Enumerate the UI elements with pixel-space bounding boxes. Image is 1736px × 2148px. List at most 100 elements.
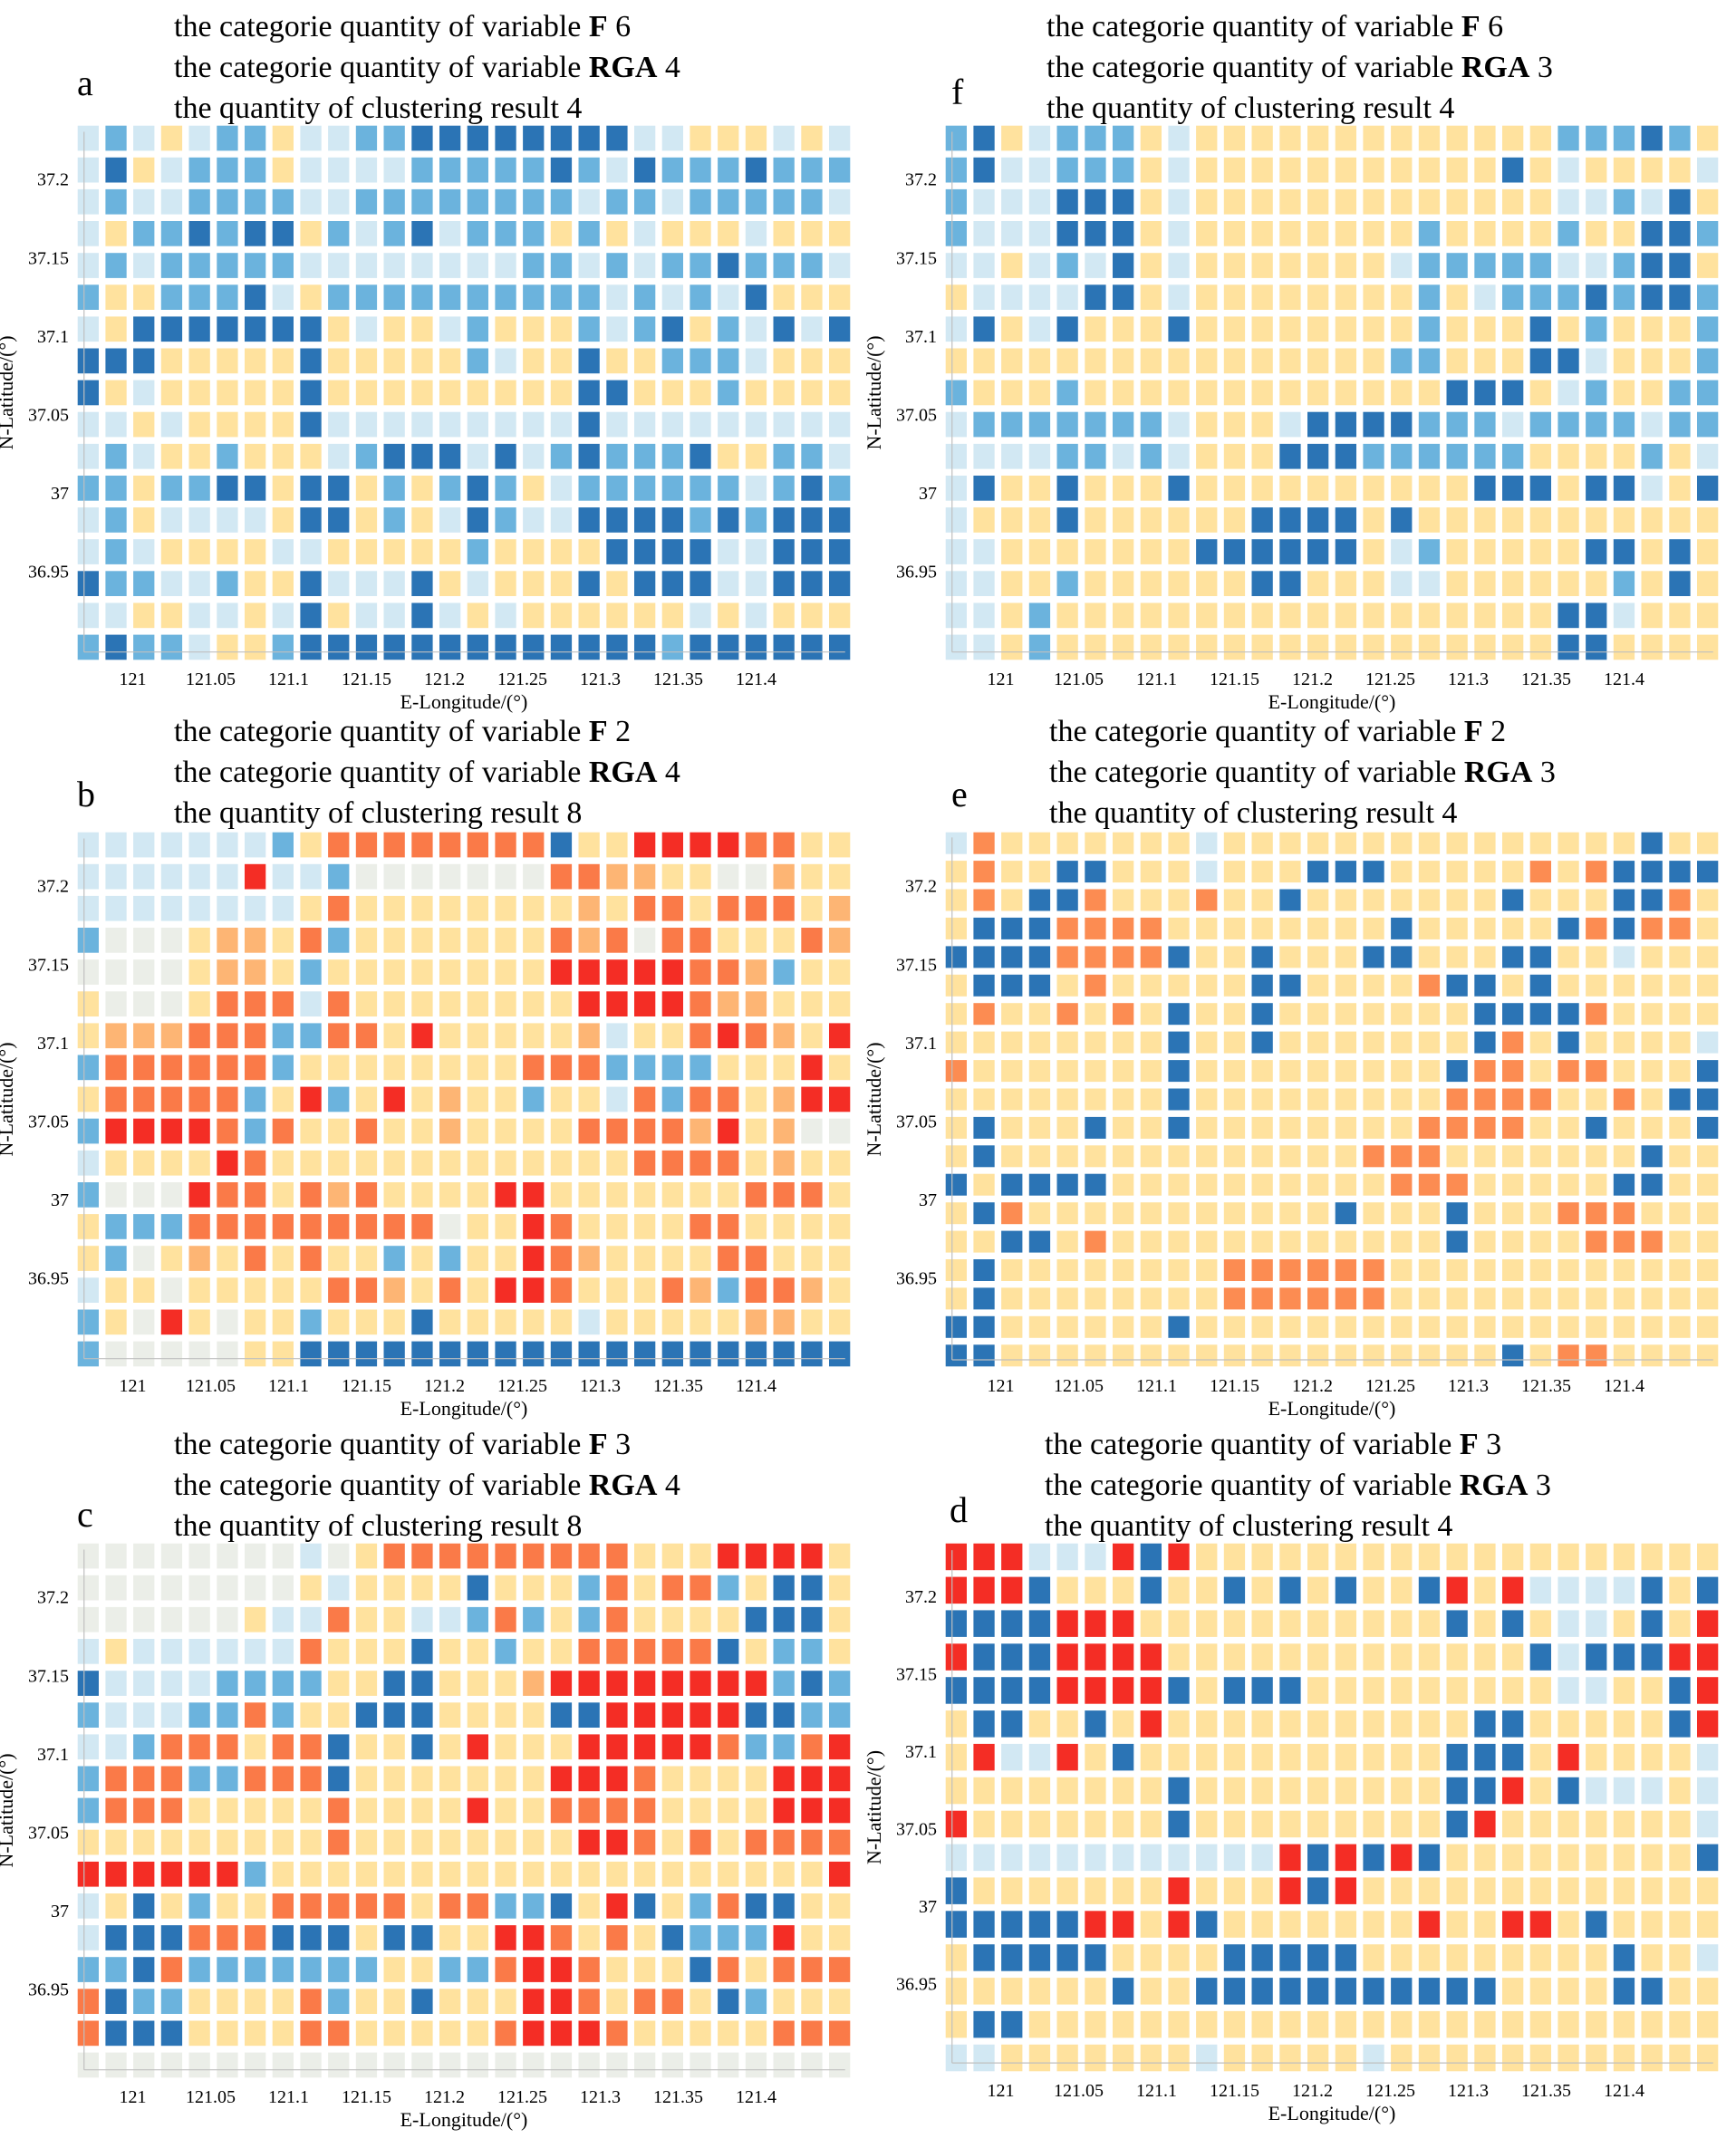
- heatmap-cell: [105, 221, 127, 246]
- heatmap-cell: [1418, 2044, 1441, 2072]
- heatmap-cell: [467, 125, 488, 151]
- heatmap-cell: [1251, 221, 1273, 246]
- heatmap-cell: [578, 348, 600, 374]
- heatmap-cell: [1363, 1710, 1384, 1738]
- heatmap-cell: [1307, 316, 1329, 342]
- heatmap-cell: [973, 1287, 995, 1310]
- heatmap-cell: [495, 380, 516, 406]
- heatmap-cell: [1251, 1543, 1273, 1571]
- heatmap-cell: [661, 1797, 683, 1824]
- heatmap-cell: [1669, 1710, 1691, 1738]
- heatmap-cell: [550, 1989, 573, 2014]
- heatmap-cell: [1446, 125, 1468, 151]
- heatmap-cell: [439, 1671, 461, 1696]
- heatmap-cell: [1028, 1810, 1051, 1838]
- heatmap-cell: [801, 959, 823, 985]
- heatmap-cell: [1001, 1978, 1023, 2005]
- heatmap-cell: [383, 1861, 405, 1887]
- heatmap-cell: [77, 1309, 99, 1335]
- heatmap-cell: [1586, 1643, 1607, 1671]
- heatmap-cell: [1001, 1710, 1023, 1738]
- heatmap-cell: [1558, 1944, 1579, 1971]
- heatmap-cell: [1307, 411, 1329, 438]
- heatmap-cell: [1529, 602, 1551, 629]
- heatmap-cell: [1613, 946, 1635, 968]
- heatmap-cell: [1418, 634, 1441, 660]
- heatmap-cell: [1613, 443, 1635, 469]
- heatmap-cell: [1085, 1088, 1106, 1111]
- heatmap-cell: [245, 571, 266, 596]
- heatmap-cell: [328, 1989, 350, 2014]
- heatmap-cell: [411, 1341, 433, 1367]
- heatmap-cell: [1223, 832, 1246, 854]
- heatmap-cell: [661, 1246, 683, 1271]
- heatmap-cell: [973, 188, 995, 215]
- heatmap-cell: [1697, 1844, 1719, 1872]
- heatmap-cell: [77, 157, 99, 183]
- heatmap-cell: [829, 1861, 851, 1887]
- heatmap-cell: [1307, 1810, 1329, 1838]
- heatmap-cell: [1140, 2010, 1162, 2038]
- heatmap-cell: [1335, 476, 1356, 501]
- heatmap-cell: [355, 1797, 378, 1824]
- heatmap-cell: [355, 1829, 378, 1855]
- heatmap-cell: [1056, 1315, 1078, 1338]
- heatmap-cell: [829, 1277, 851, 1303]
- heatmap-cell: [411, 1797, 433, 1824]
- heatmap-cell: [523, 1797, 545, 1824]
- heatmap-cell: [188, 284, 210, 310]
- heatmap-cell: [1196, 634, 1218, 660]
- heatmap-cell: [383, 1797, 405, 1824]
- heatmap-cell: [328, 2020, 350, 2047]
- heatmap-cell: [1196, 1743, 1218, 1771]
- heatmap-cell: [1168, 1911, 1190, 1938]
- heatmap-cell: [383, 1925, 405, 1951]
- heatmap-cell: [1697, 1877, 1719, 1904]
- heatmap-cell: [1196, 1145, 1218, 1168]
- heatmap-cell: [1223, 380, 1246, 406]
- heatmap-cell: [1251, 1344, 1273, 1367]
- heatmap-cell: [1001, 348, 1023, 374]
- heatmap-cell: [945, 1315, 967, 1338]
- heatmap-cell: [634, 316, 656, 342]
- heatmap-cell: [1641, 1710, 1663, 1738]
- heatmap-cell: [411, 832, 433, 858]
- heatmap-cell: [1586, 1145, 1607, 1168]
- heatmap-cell: [550, 2052, 573, 2078]
- heatmap-cell: [1641, 1677, 1663, 1704]
- heatmap-cell: [1223, 1610, 1246, 1637]
- heatmap-cell: [1446, 917, 1468, 939]
- heatmap-cell: [1028, 1315, 1051, 1338]
- heatmap-cell: [272, 1023, 294, 1049]
- heatmap-cell: [1697, 1344, 1719, 1367]
- heatmap-cell: [328, 602, 350, 629]
- heatmap-cell: [578, 157, 600, 183]
- heatmap-cell: [801, 1671, 823, 1696]
- heatmap-cell: [105, 507, 127, 533]
- heatmap-cell: [550, 1861, 573, 1887]
- heatmap-cell: [1168, 1610, 1190, 1637]
- heatmap-cell: [1085, 476, 1106, 501]
- heatmap-cell: [550, 863, 573, 890]
- heatmap-cell: [690, 863, 711, 890]
- heatmap-cell: [1613, 411, 1635, 438]
- heatmap-cell: [1446, 1003, 1468, 1026]
- heatmap-cell: [634, 2052, 656, 2078]
- heatmap-cell: [1085, 1844, 1106, 1872]
- heatmap-cell: [606, 1861, 628, 1887]
- x-tick-label: 121.2: [424, 669, 465, 689]
- header-prefix: the quantity of clustering result: [174, 1509, 566, 1543]
- heatmap-cell: [1085, 1031, 1106, 1054]
- heatmap-cell: [1586, 2044, 1607, 2072]
- heatmap-cell: [801, 476, 823, 501]
- heatmap-cell: [1641, 1877, 1663, 1904]
- heatmap-cell: [606, 1023, 628, 1049]
- heatmap-cell: [1085, 1287, 1106, 1310]
- heatmap-cell: [690, 1861, 711, 1887]
- heatmap-cell: [1085, 284, 1106, 310]
- heatmap-cell: [1641, 1944, 1663, 1971]
- heatmap-cell: [1251, 1576, 1273, 1604]
- heatmap-cell: [77, 895, 99, 921]
- heatmap-cell: [1113, 1911, 1134, 1938]
- heatmap-cell: [1279, 284, 1301, 310]
